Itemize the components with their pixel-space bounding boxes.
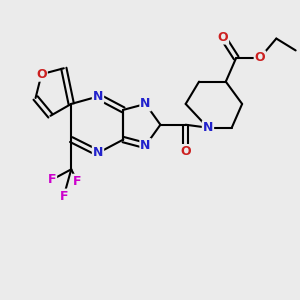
Text: O: O xyxy=(218,31,228,44)
Text: O: O xyxy=(255,51,265,64)
Text: N: N xyxy=(93,146,103,160)
Text: N: N xyxy=(140,98,151,110)
Text: F: F xyxy=(48,173,56,186)
Text: O: O xyxy=(180,145,191,158)
Text: F: F xyxy=(73,175,81,188)
Text: N: N xyxy=(140,139,151,152)
Text: F: F xyxy=(60,190,68,202)
Text: N: N xyxy=(93,90,103,103)
Text: O: O xyxy=(36,68,47,81)
Text: N: N xyxy=(203,121,213,134)
